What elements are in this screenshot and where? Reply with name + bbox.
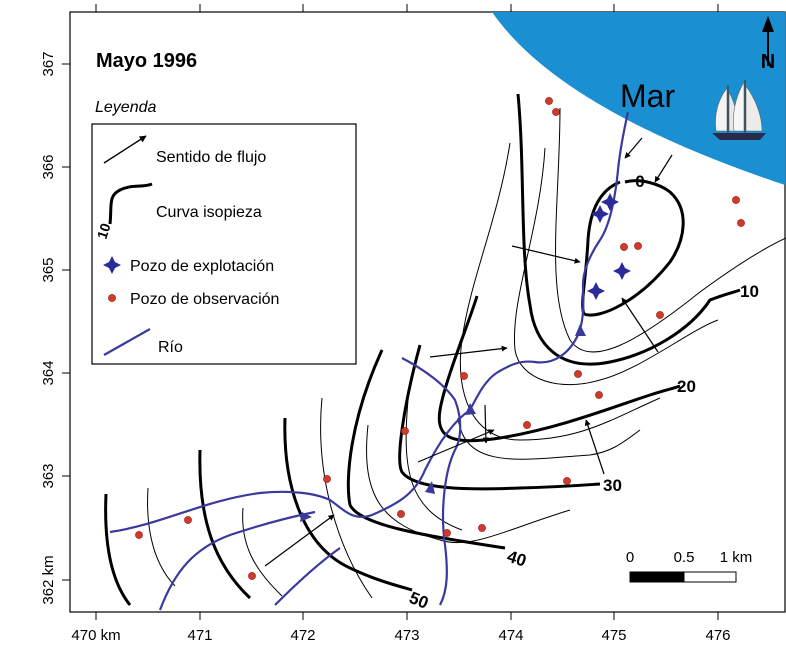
north-label: N: [761, 51, 775, 73]
observation-well: [184, 516, 192, 524]
legend-exploitation-symbol: [103, 256, 121, 274]
legend-isopieza-value: 10: [94, 221, 114, 241]
legend-flow-label: Sentido de flujo: [156, 149, 266, 166]
legend-observation-label: Pozo de observación: [130, 291, 279, 308]
y-tick-label: 366: [40, 154, 57, 179]
y-tick-label: 362 km: [40, 555, 57, 604]
contour-label-0: 0: [635, 172, 644, 191]
thin-contours: [147, 107, 786, 599]
observation-well: [634, 242, 642, 250]
river: [109, 111, 630, 611]
observation-well: [732, 196, 740, 204]
thick-contours: [104, 93, 741, 606]
exploitation-wells: [587, 193, 631, 300]
observation-well: [563, 477, 571, 485]
observation-well: [523, 421, 531, 429]
observation-well: [620, 243, 628, 251]
north-arrow-icon: N: [761, 16, 775, 73]
y-tick-label: 365: [40, 257, 57, 282]
sea-area: [492, 12, 785, 185]
observation-well: [595, 391, 603, 399]
y-tick-label: 367: [40, 51, 57, 76]
observation-well: [460, 372, 468, 380]
legend-isopieza-label: Curva isopieza: [156, 204, 262, 221]
contour-labels: 0 10 20 30 40 50: [407, 172, 759, 613]
exploitation-well: [601, 193, 619, 211]
flow-arrows: [264, 137, 673, 567]
observation-well: [574, 370, 582, 378]
observation-well: [478, 524, 486, 532]
x-tick-label: 476: [705, 627, 730, 644]
sailboat-icon: [712, 80, 766, 140]
legend-river-symbol: [103, 328, 151, 356]
contour-label-40: 40: [505, 547, 529, 571]
contour-label-10: 10: [740, 282, 759, 301]
scale-label-0: 0: [626, 549, 634, 566]
sea-label: Mar: [620, 78, 675, 114]
observation-well: [737, 219, 745, 227]
exploitation-well: [587, 282, 605, 300]
x-axis-labels: 470 km 471 472 473 474 475 476: [71, 627, 730, 644]
y-tick-label: 364: [40, 360, 57, 385]
axis-ticks: [62, 4, 719, 620]
legend-box: [91, 123, 357, 365]
exploitation-well: [613, 262, 631, 280]
contour-label-50: 50: [407, 588, 432, 613]
exploitation-well: [591, 205, 609, 223]
map-title: Mayo 1996: [96, 50, 197, 72]
observation-well: [401, 427, 409, 435]
contour-label-30: 30: [603, 476, 622, 495]
observation-well: [656, 311, 664, 319]
observation-well: [135, 531, 143, 539]
x-tick-label: 471: [187, 627, 212, 644]
legend-river-label: Río: [158, 339, 183, 356]
y-tick-label: 363: [40, 463, 57, 488]
contour-label-20: 20: [677, 377, 696, 396]
observation-well: [397, 510, 405, 518]
observation-wells: [135, 97, 745, 580]
x-tick-label: 473: [394, 627, 419, 644]
legend-title: Leyenda: [95, 99, 156, 116]
legend-isopieza-symbol: [108, 182, 153, 225]
x-tick-label: 474: [498, 627, 523, 644]
legend: Sentido de flujo 10 Curva isopieza Pozo …: [91, 123, 357, 365]
legend-exploitation-label: Pozo de explotación: [130, 258, 274, 275]
scale-bar: 0 0.5 1 km: [626, 549, 753, 583]
legend-flow-symbol: [103, 135, 147, 164]
observation-well: [552, 108, 560, 116]
x-tick-label: 472: [290, 627, 315, 644]
observation-well: [248, 572, 256, 580]
observation-well: [323, 475, 331, 483]
legend-observation-symbol: [108, 294, 116, 302]
x-tick-label: 475: [601, 627, 626, 644]
scale-label-half: 0.5: [674, 549, 695, 566]
x-tick-label: 470 km: [71, 627, 120, 644]
y-axis-labels: 362 km 363 364 365 366 367: [40, 51, 57, 604]
river-arrowheads: [300, 324, 586, 522]
observation-well: [545, 97, 553, 105]
observation-well: [443, 529, 451, 537]
scale-label-1km: 1 km: [720, 549, 753, 566]
